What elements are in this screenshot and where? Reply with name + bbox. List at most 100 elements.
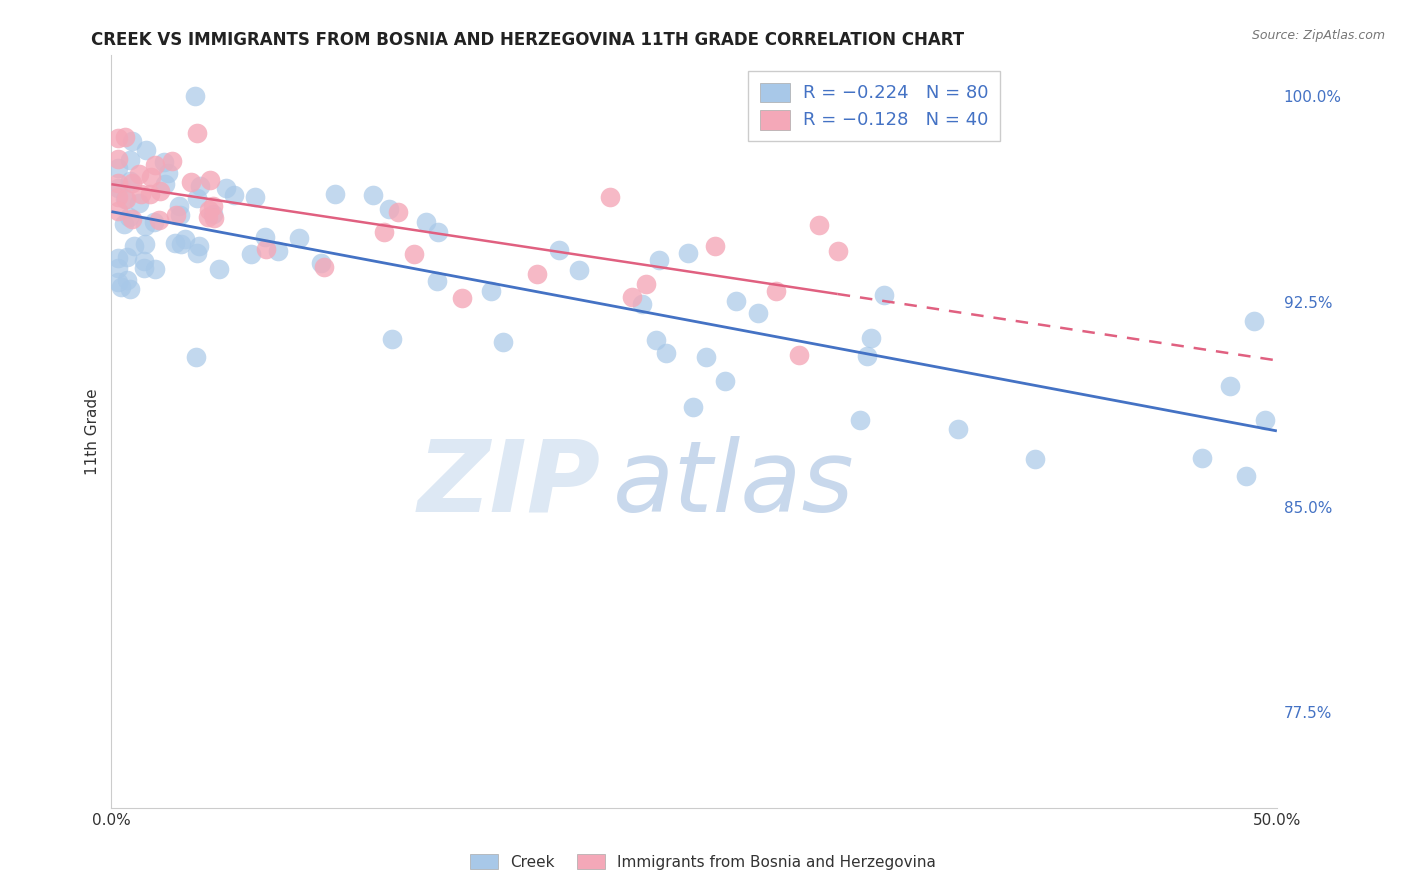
- Point: [121, 134, 143, 148]
- Point: [107, 276, 129, 290]
- Point: [128, 167, 150, 181]
- Point: [387, 204, 409, 219]
- Point: [186, 127, 208, 141]
- Point: [267, 244, 290, 258]
- Point: [873, 287, 896, 301]
- Point: [165, 236, 187, 251]
- Legend: R = −0.224   N = 80, R = −0.128   N = 40: R = −0.224 N = 80, R = −0.128 N = 40: [748, 71, 1001, 141]
- Point: [631, 297, 654, 311]
- Point: [568, 263, 591, 277]
- Point: [599, 190, 621, 204]
- Point: [855, 349, 877, 363]
- Point: [224, 187, 246, 202]
- Point: [122, 239, 145, 253]
- Point: [215, 180, 238, 194]
- Text: ZIP: ZIP: [418, 436, 600, 533]
- Point: [128, 196, 150, 211]
- Point: [202, 211, 225, 226]
- Point: [808, 219, 831, 233]
- Point: [860, 331, 883, 345]
- Point: [107, 161, 129, 176]
- Point: [132, 260, 155, 275]
- Point: [451, 291, 474, 305]
- Point: [1191, 451, 1213, 466]
- Point: [645, 333, 668, 347]
- Point: [254, 230, 277, 244]
- Point: [157, 166, 180, 180]
- Point: [288, 230, 311, 244]
- Point: [1024, 452, 1046, 467]
- Point: [243, 190, 266, 204]
- Point: [169, 208, 191, 222]
- Point: [198, 173, 221, 187]
- Point: [115, 273, 138, 287]
- Point: [174, 232, 197, 246]
- Point: [787, 348, 810, 362]
- Point: [201, 206, 224, 220]
- Point: [695, 351, 717, 365]
- Point: [143, 261, 166, 276]
- Point: [547, 243, 569, 257]
- Point: [479, 284, 502, 298]
- Point: [118, 211, 141, 225]
- Point: [208, 262, 231, 277]
- Point: [678, 246, 700, 260]
- Point: [186, 191, 208, 205]
- Point: [121, 211, 143, 226]
- Point: [167, 199, 190, 213]
- Point: [188, 178, 211, 193]
- Point: [361, 187, 384, 202]
- Point: [765, 284, 787, 298]
- Point: [114, 130, 136, 145]
- Point: [426, 274, 449, 288]
- Point: [160, 154, 183, 169]
- Point: [1219, 378, 1241, 392]
- Point: [254, 242, 277, 256]
- Point: [135, 143, 157, 157]
- Point: [381, 332, 404, 346]
- Point: [202, 199, 225, 213]
- Point: [170, 236, 193, 251]
- Point: [415, 215, 437, 229]
- Point: [115, 192, 138, 206]
- Text: Source: ZipAtlas.com: Source: ZipAtlas.com: [1251, 29, 1385, 42]
- Point: [120, 282, 142, 296]
- Point: [427, 225, 450, 239]
- Point: [312, 260, 335, 275]
- Point: [155, 177, 177, 191]
- Point: [186, 245, 208, 260]
- Text: CREEK VS IMMIGRANTS FROM BOSNIA AND HERZEGOVINA 11TH GRADE CORRELATION CHART: CREEK VS IMMIGRANTS FROM BOSNIA AND HERZ…: [91, 31, 965, 49]
- Point: [132, 254, 155, 268]
- Point: [165, 208, 187, 222]
- Point: [107, 153, 129, 167]
- Point: [134, 219, 156, 233]
- Point: [1254, 413, 1277, 427]
- Point: [377, 202, 399, 216]
- Point: [703, 239, 725, 253]
- Point: [180, 176, 202, 190]
- Point: [129, 186, 152, 201]
- Point: [143, 158, 166, 172]
- Point: [149, 184, 172, 198]
- Point: [239, 247, 262, 261]
- Point: [107, 190, 129, 204]
- Point: [647, 252, 669, 267]
- Point: [634, 277, 657, 291]
- Point: [682, 400, 704, 414]
- Point: [120, 174, 142, 188]
- Point: [139, 186, 162, 201]
- Point: [713, 374, 735, 388]
- Point: [620, 290, 643, 304]
- Point: [112, 217, 135, 231]
- Point: [311, 255, 333, 269]
- Point: [725, 293, 748, 308]
- Point: [110, 279, 132, 293]
- Point: [197, 211, 219, 225]
- Legend: Creek, Immigrants from Bosnia and Herzegovina: Creek, Immigrants from Bosnia and Herzeg…: [463, 846, 943, 877]
- Point: [526, 267, 548, 281]
- Point: [849, 413, 872, 427]
- Point: [373, 225, 395, 239]
- Point: [107, 261, 129, 276]
- Point: [139, 169, 162, 184]
- Point: [827, 244, 849, 258]
